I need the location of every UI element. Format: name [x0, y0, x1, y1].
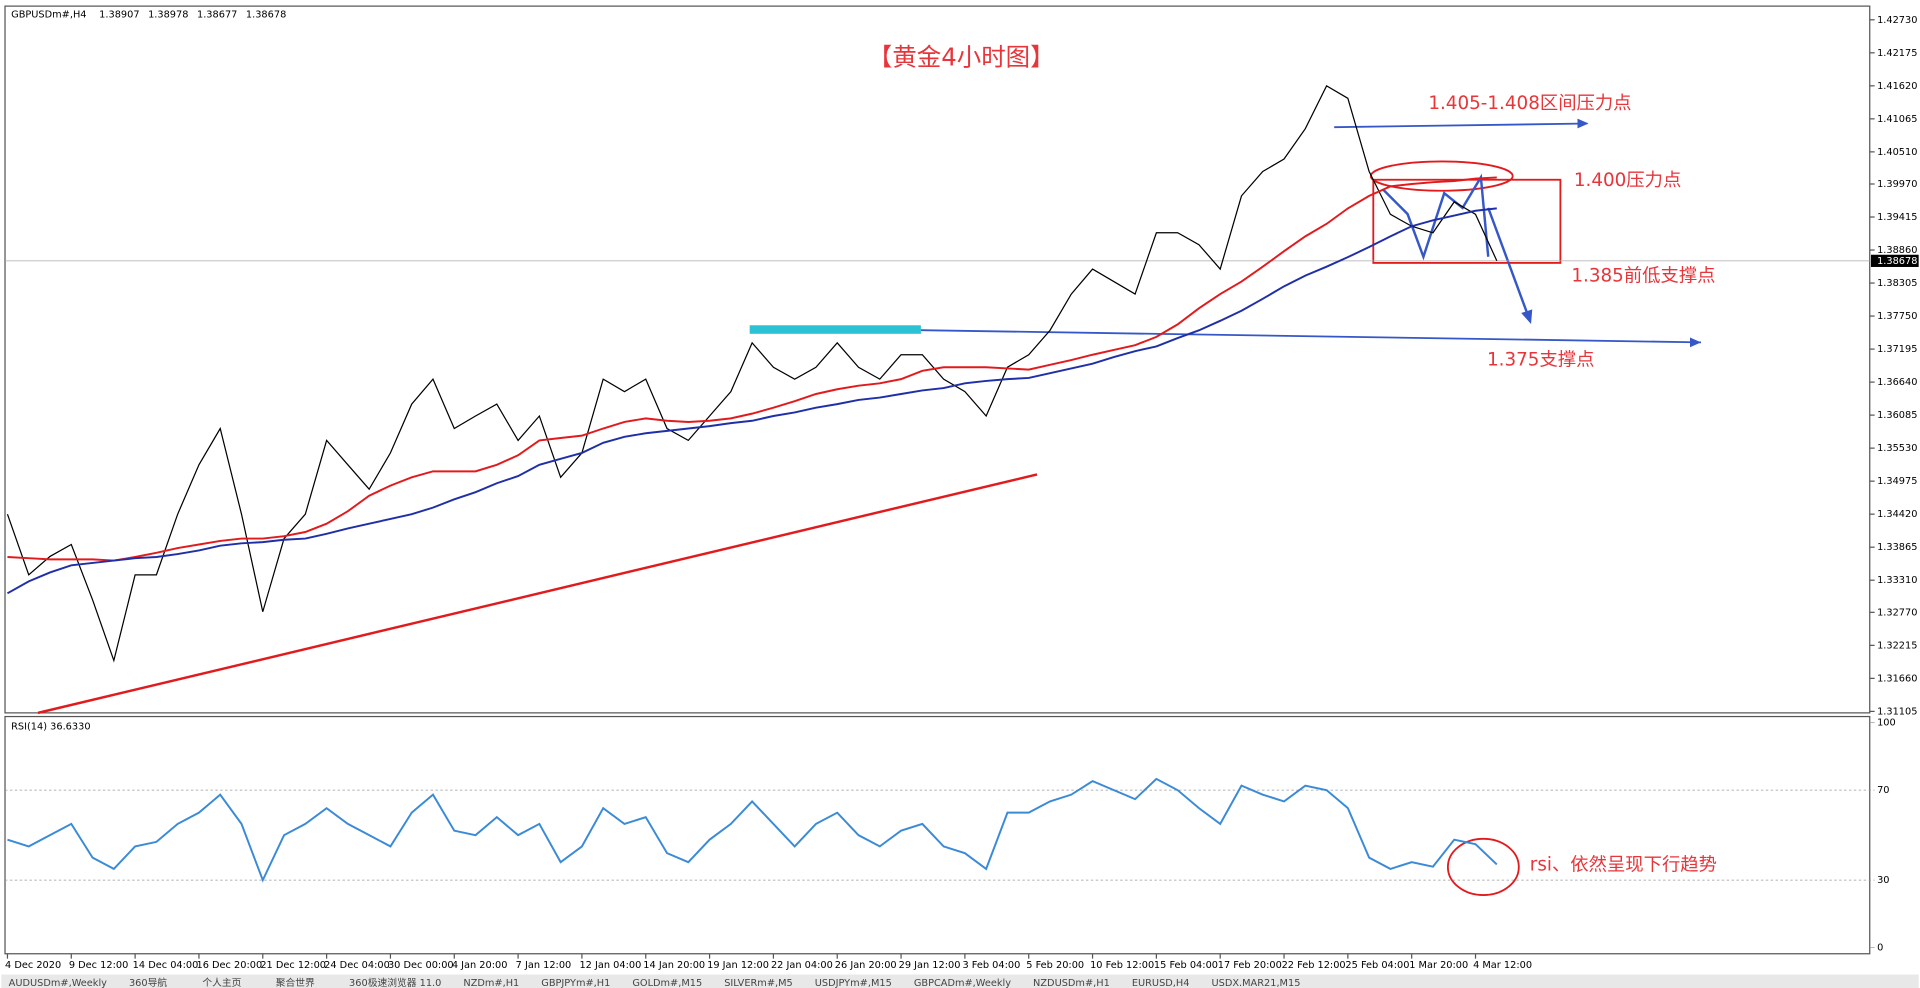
y-tick-label: 1.32215 [1877, 640, 1917, 651]
moving-average [6, 207, 1497, 595]
arrow-head [1689, 337, 1701, 348]
x-tick-label: 16 Dec 20:00 [197, 960, 263, 971]
x-tick-label: 10 Feb 12:00 [1090, 960, 1154, 971]
x-tick-label: 4 Jan 20:00 [452, 960, 508, 971]
y-tick-label: 1.41065 [1877, 114, 1917, 125]
rsi-title: RSI(14) 36.6330 [11, 721, 90, 732]
y-tick-label: 1.33310 [1877, 575, 1917, 586]
annotation: 1.405-1.408区间压力点 [1428, 93, 1631, 114]
annotation: 1.375支撑点 [1487, 350, 1594, 371]
header: GBPUSDm#,H4 [11, 10, 86, 21]
y-tick-label: 1.37750 [1877, 311, 1917, 322]
x-tick-label: 5 Feb 20:00 [1026, 960, 1084, 971]
y-tick-label: 1.42730 [1877, 15, 1917, 26]
x-tick-label: 3 Feb 04:00 [962, 960, 1020, 971]
y-tick-label: 1.42175 [1877, 48, 1917, 59]
annotation: 1.400压力点 [1574, 170, 1681, 191]
x-tick-label: 14 Jan 20:00 [643, 960, 705, 971]
tab[interactable]: USDJPYm#,M15 [815, 978, 892, 988]
ohlc-value: 1.38978 [148, 10, 188, 21]
arrow-head [1521, 309, 1533, 325]
y-tick-label: 1.40510 [1877, 147, 1917, 158]
y-tick-label: 1.31660 [1877, 673, 1917, 684]
y-tick-label: 1.41620 [1877, 81, 1917, 92]
x-tick-label: 9 Dec 12:00 [69, 960, 128, 971]
x-tick-label: 21 Dec 12:00 [260, 960, 326, 971]
down-arrow [1487, 207, 1531, 321]
tab[interactable]: USDX.MAR21,M15 [1211, 978, 1300, 988]
tab[interactable]: GBPJPYm#,H1 [541, 978, 610, 988]
y-tick-label: 1.36085 [1877, 410, 1917, 421]
x-tick-label: 15 Feb 04:00 [1154, 960, 1218, 971]
y-tick-label: 1.39415 [1877, 212, 1917, 223]
rsi-ellipse [1446, 837, 1520, 896]
pressure-arrow [1334, 122, 1588, 129]
y-tick-label: 1.36640 [1877, 377, 1917, 388]
annotation: 1.385前低支撑点 [1571, 265, 1715, 286]
ohlc-value: 1.38677 [197, 10, 237, 21]
y-tick-label: 1.32770 [1877, 607, 1917, 618]
x-tick-label: 17 Feb 20:00 [1218, 960, 1282, 971]
x-tick-label: 25 Feb 04:00 [1345, 960, 1409, 971]
tab-bar [1, 974, 1919, 988]
symbol: GBPUSDm#,H4 [11, 10, 86, 21]
x-tick-label: 29 Jan 12:00 [899, 960, 961, 971]
rsi-panel [4, 715, 1871, 955]
y-tick-label: 1.34975 [1877, 476, 1917, 487]
annotation: rsi、依然呈现下行趋势 [1530, 855, 1717, 876]
y-tick-label: 1.35530 [1877, 443, 1917, 454]
path-arrow [1382, 173, 1490, 261]
x-tick-label: 19 Jan 12:00 [707, 960, 769, 971]
tab[interactable]: 个人主页 [202, 977, 241, 988]
x-tick-label: 12 Jan 04:00 [579, 960, 641, 971]
x-tick-label: 1 Mar 20:00 [1409, 960, 1468, 971]
y-tick-label: 0 [1877, 943, 1883, 954]
x-tick-label: 4 Mar 12:00 [1473, 960, 1532, 971]
arrow-head [1577, 118, 1589, 129]
support-arrow [920, 329, 1702, 344]
resistance-zone [749, 325, 921, 334]
tab[interactable]: 聚合世界 [276, 976, 315, 988]
price-line [7, 777, 1498, 883]
x-tick-label: 26 Jan 20:00 [835, 960, 897, 971]
y-tick-label: 70 [1877, 785, 1889, 796]
current-price-label: 1.38678 [1877, 256, 1917, 267]
y-tick-label: 1.38305 [1877, 278, 1917, 289]
tab[interactable]: GOLDm#,M15 [632, 978, 702, 988]
y-tick-label: 1.31105 [1877, 706, 1917, 717]
y-tick-label: 1.39970 [1877, 179, 1917, 190]
y-tick-label: 100 [1877, 718, 1896, 729]
ohlc-value: 1.38907 [99, 10, 139, 21]
tab[interactable]: NZDm#,H1 [463, 978, 519, 988]
tab[interactable]: EURUSD,H4 [1132, 978, 1190, 988]
tab[interactable]: 360导航 [129, 976, 167, 988]
trend-line [37, 473, 1038, 715]
y-tick-label: 1.33865 [1877, 542, 1917, 553]
x-tick-label: 22 Jan 04:00 [771, 960, 833, 971]
x-tick-label: 30 Dec 00:00 [388, 960, 454, 971]
y-tick-label: 1.38860 [1877, 245, 1917, 256]
current-price-box [1870, 254, 1919, 267]
y-tick-label: 1.37195 [1877, 344, 1917, 355]
y-tick-label: 1.34420 [1877, 509, 1917, 520]
ohlc-value: 1.38678 [246, 10, 286, 21]
tab[interactable]: SILVERm#,M5 [724, 978, 793, 988]
tab[interactable]: AUDUSDm#,Weekly [9, 978, 107, 988]
x-tick-label: 4 Dec 2020 [5, 960, 61, 971]
chart-title: 【黄金4小时图】 [868, 43, 1055, 72]
x-tick-label: 24 Dec 04:00 [324, 960, 390, 971]
moving-average [7, 176, 1497, 562]
price-line [6, 84, 1498, 663]
y-tick-label: 30 [1877, 875, 1889, 886]
tab[interactable]: 360极速浏览器 11.0 [349, 976, 441, 988]
x-tick-label: 14 Dec 04:00 [133, 960, 199, 971]
price-panel [4, 5, 1871, 714]
tab[interactable]: NZDUSDm#,H1 [1033, 978, 1110, 988]
tab[interactable]: GBPCADm#,Weekly [914, 978, 1011, 988]
x-tick-label: 22 Feb 12:00 [1282, 960, 1346, 971]
x-tick-label: 7 Jan 12:00 [516, 960, 572, 971]
